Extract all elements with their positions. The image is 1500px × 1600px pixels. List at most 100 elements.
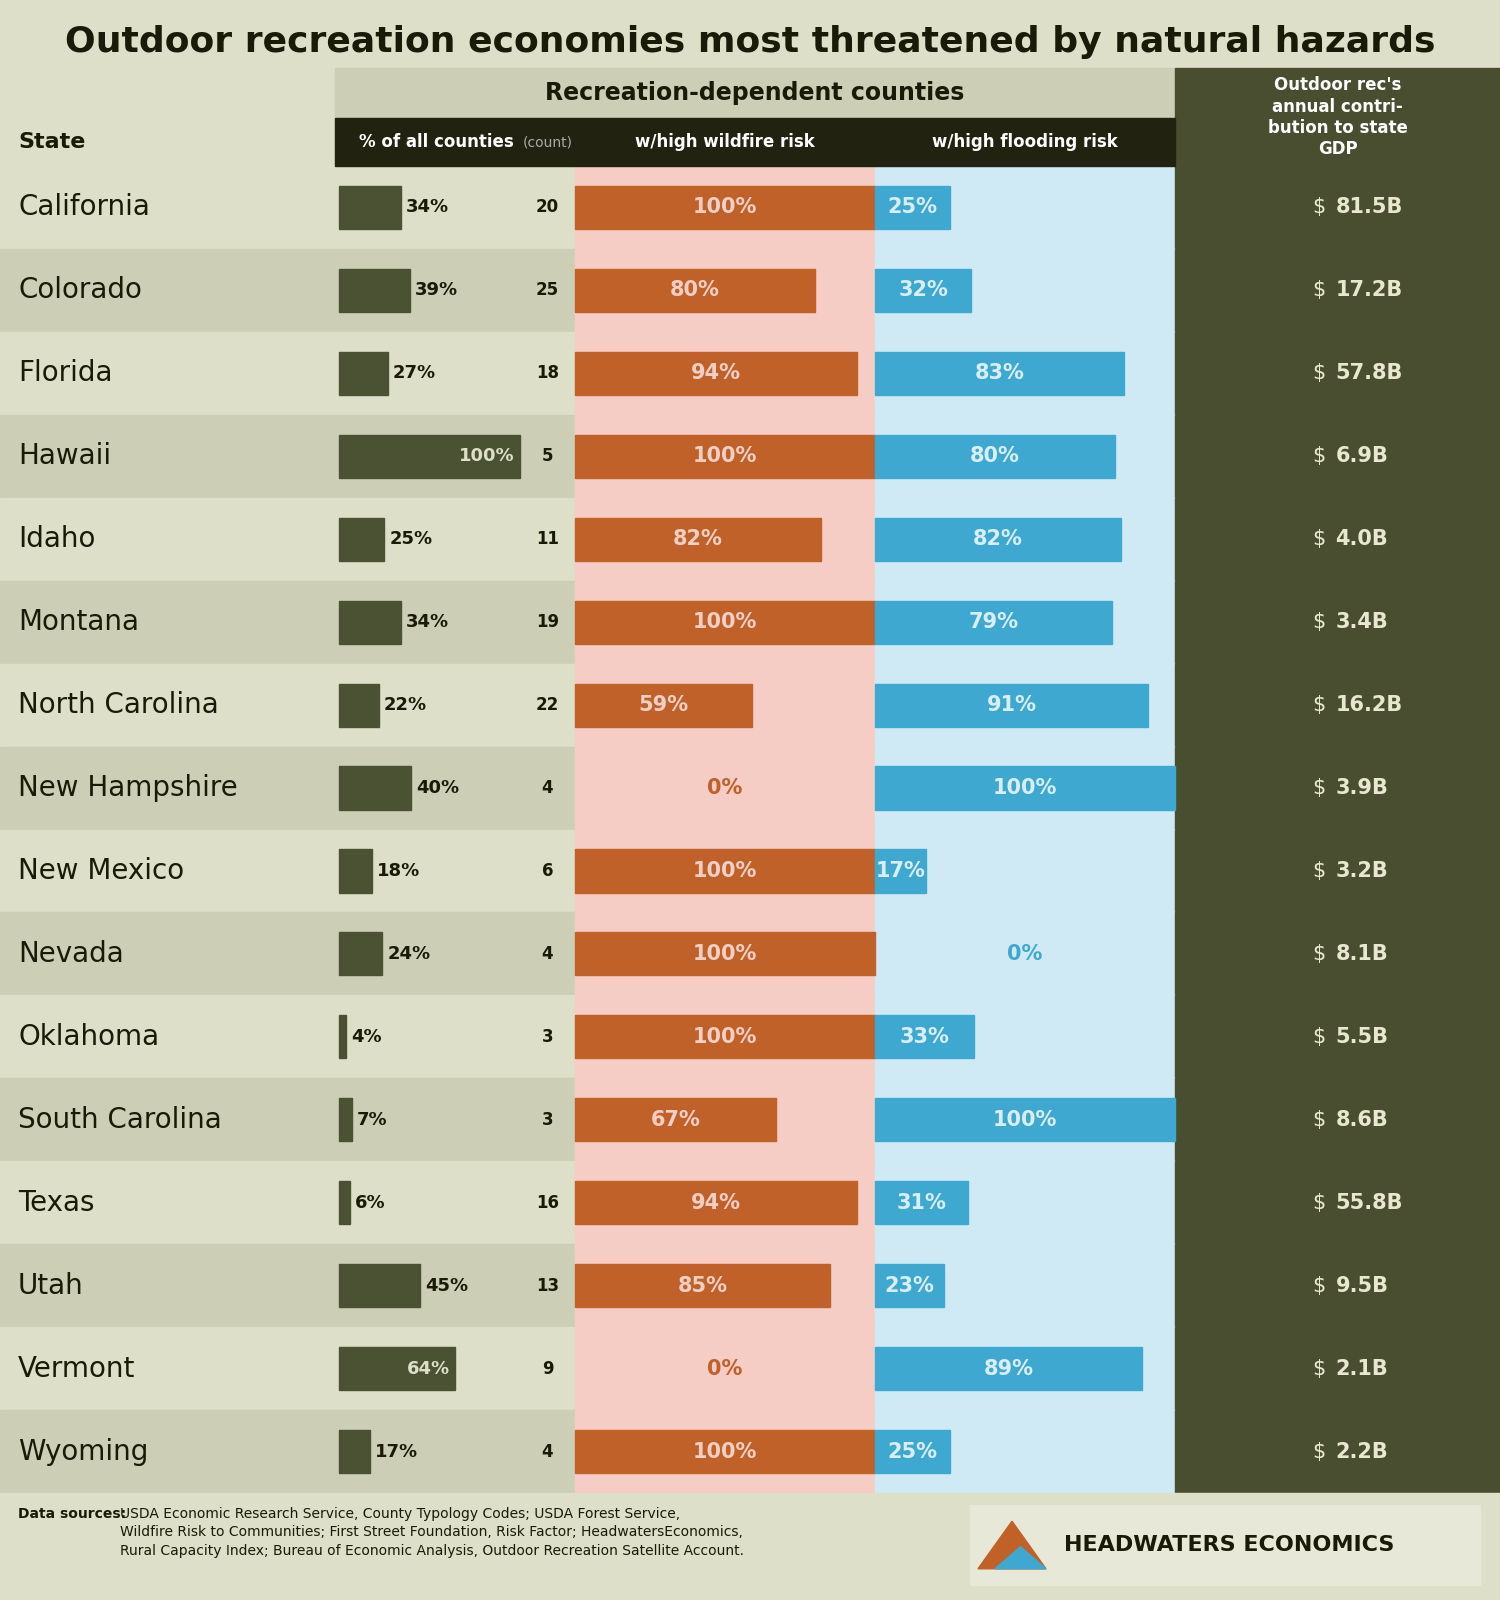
- Bar: [339, 766, 411, 810]
- Text: 6.9B: 6.9B: [1335, 446, 1389, 466]
- Bar: [574, 518, 820, 560]
- Bar: [874, 1162, 1174, 1245]
- Text: 79%: 79%: [969, 613, 1018, 632]
- Bar: [0, 331, 334, 414]
- Text: $: $: [1312, 1192, 1332, 1213]
- Bar: [334, 995, 574, 1078]
- Bar: [334, 414, 574, 498]
- Bar: [874, 912, 1174, 995]
- Text: 18: 18: [536, 365, 560, 382]
- Text: 100%: 100%: [693, 197, 758, 218]
- Bar: [1174, 1410, 1500, 1493]
- Text: 3.4B: 3.4B: [1335, 613, 1389, 632]
- Bar: [339, 1430, 370, 1474]
- Bar: [574, 1326, 874, 1410]
- Bar: [970, 1506, 1480, 1586]
- Text: $: $: [1312, 530, 1332, 549]
- Text: 40%: 40%: [417, 779, 459, 797]
- Bar: [0, 414, 334, 498]
- Bar: [1174, 912, 1500, 995]
- Bar: [574, 1016, 874, 1059]
- Text: Idaho: Idaho: [18, 525, 96, 554]
- Bar: [874, 498, 1174, 581]
- Text: 57.8B: 57.8B: [1335, 363, 1402, 384]
- Text: 3.2B: 3.2B: [1335, 861, 1389, 882]
- Bar: [874, 1016, 974, 1059]
- Bar: [874, 1264, 944, 1307]
- Text: South Carolina: South Carolina: [18, 1106, 222, 1134]
- Bar: [574, 747, 874, 829]
- Bar: [874, 414, 1174, 498]
- Text: (count): (count): [522, 134, 573, 149]
- Text: 82%: 82%: [674, 530, 723, 549]
- Bar: [574, 1078, 874, 1162]
- Text: 94%: 94%: [692, 363, 741, 384]
- Bar: [1174, 250, 1500, 331]
- Bar: [1174, 1078, 1500, 1162]
- Bar: [874, 166, 1174, 250]
- Bar: [874, 186, 950, 229]
- Text: 100%: 100%: [459, 448, 514, 466]
- Text: HEADWATERS ECONOMICS: HEADWATERS ECONOMICS: [1064, 1534, 1395, 1555]
- Bar: [574, 1245, 874, 1326]
- Bar: [874, 850, 926, 893]
- Bar: [0, 664, 334, 747]
- Bar: [334, 250, 574, 331]
- Bar: [1174, 498, 1500, 581]
- Text: 0%: 0%: [708, 1358, 742, 1379]
- Bar: [574, 850, 874, 893]
- Text: 2.1B: 2.1B: [1335, 1358, 1389, 1379]
- Bar: [339, 435, 520, 478]
- Text: $: $: [1312, 613, 1332, 632]
- Bar: [574, 331, 874, 414]
- Text: 59%: 59%: [639, 694, 688, 715]
- Text: 100%: 100%: [693, 1442, 758, 1461]
- Text: 4%: 4%: [351, 1027, 382, 1046]
- Text: 64%: 64%: [406, 1360, 450, 1378]
- Text: 22: 22: [536, 696, 560, 714]
- Bar: [874, 269, 971, 312]
- Bar: [874, 995, 1174, 1078]
- Polygon shape: [978, 1522, 1046, 1568]
- Text: 13: 13: [536, 1277, 560, 1294]
- Bar: [334, 118, 1174, 166]
- Bar: [574, 498, 874, 581]
- Text: State: State: [18, 133, 86, 152]
- Bar: [0, 1078, 334, 1162]
- Bar: [874, 250, 1174, 331]
- Bar: [1174, 664, 1500, 747]
- Text: 18%: 18%: [376, 862, 420, 880]
- Bar: [874, 518, 1120, 560]
- Text: 3: 3: [542, 1027, 554, 1046]
- Bar: [339, 269, 410, 312]
- Bar: [0, 912, 334, 995]
- Text: Florida: Florida: [18, 360, 112, 387]
- Bar: [0, 166, 334, 250]
- Text: 25%: 25%: [888, 1442, 938, 1461]
- Bar: [874, 352, 1124, 395]
- Text: 39%: 39%: [414, 282, 458, 299]
- Text: 94%: 94%: [692, 1192, 741, 1213]
- Bar: [0, 1493, 1500, 1600]
- Bar: [574, 269, 814, 312]
- Bar: [874, 664, 1174, 747]
- Bar: [0, 1162, 334, 1245]
- Text: $: $: [1312, 280, 1332, 301]
- Text: 82%: 82%: [974, 530, 1023, 549]
- Text: 8.6B: 8.6B: [1335, 1110, 1389, 1130]
- Text: Recreation-dependent counties: Recreation-dependent counties: [546, 82, 964, 106]
- Text: Outdoor rec's
annual contri-
bution to state
GDP: Outdoor rec's annual contri- bution to s…: [1268, 75, 1407, 158]
- Text: 23%: 23%: [885, 1275, 934, 1296]
- Text: $: $: [1312, 944, 1332, 963]
- Bar: [0, 995, 334, 1078]
- Bar: [339, 1181, 350, 1224]
- Text: 27%: 27%: [393, 365, 436, 382]
- Text: Wyoming: Wyoming: [18, 1437, 148, 1466]
- Text: Vermont: Vermont: [18, 1355, 135, 1382]
- Text: $: $: [1312, 1027, 1332, 1046]
- Bar: [1174, 829, 1500, 912]
- Text: 7%: 7%: [357, 1110, 387, 1128]
- Bar: [334, 829, 574, 912]
- Text: 19: 19: [536, 613, 560, 630]
- Bar: [574, 995, 874, 1078]
